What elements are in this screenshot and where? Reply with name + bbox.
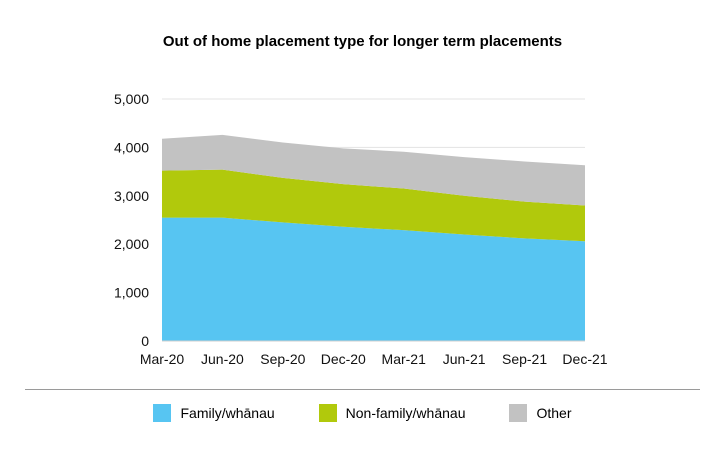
y-tick-label: 5,000 <box>114 91 149 107</box>
y-tick-label: 2,000 <box>114 236 149 252</box>
x-tick-label: Jun-20 <box>201 351 244 367</box>
area-non-family <box>162 169 585 242</box>
axis-layer: 0 1,000 2,000 3,000 4,000 5,000 Mar-20 Jun-20 Se… <box>114 91 608 367</box>
area-other <box>162 134 585 206</box>
y-tick-label: 3,000 <box>114 188 149 204</box>
x-tick-label: Sep-21 <box>502 351 547 367</box>
legend-item-other: Other <box>509 404 572 422</box>
legend-label-other: Other <box>536 405 572 421</box>
area-family <box>162 217 585 341</box>
legend-item-family: Family/whānau <box>153 404 275 422</box>
legend-swatch-other <box>509 404 528 422</box>
x-tick-label: Mar-20 <box>140 351 185 367</box>
x-tick-label: Dec-21 <box>562 351 607 367</box>
area-chart: 0 1,000 2,000 3,000 4,000 5,000 Mar-20 Jun-20 Se… <box>114 91 608 367</box>
y-tick-label: 4,000 <box>114 139 149 155</box>
legend-label-family: Family/whānau <box>180 405 275 421</box>
area-layer <box>162 134 585 341</box>
legend-item-non-family: Non-family/whānau <box>318 404 466 422</box>
x-tick-label: Sep-20 <box>260 351 305 367</box>
x-tick-label: Dec-20 <box>321 351 366 367</box>
legend-swatch-family <box>153 404 172 422</box>
y-tick-label: 1,000 <box>114 285 149 301</box>
legend-divider <box>25 389 700 390</box>
x-tick-label: Mar-21 <box>382 351 427 367</box>
x-tick-label: Jun-21 <box>443 351 486 367</box>
chart-title: Out of home placement type for longer te… <box>162 33 563 50</box>
legend-swatch-non-family <box>318 404 337 422</box>
y-tick-label: 0 <box>141 333 149 349</box>
legend-label-non-family: Non-family/whānau <box>345 405 466 421</box>
legend: Family/whānau Non-family/whānau Other <box>0 404 725 422</box>
